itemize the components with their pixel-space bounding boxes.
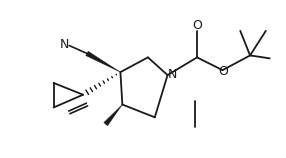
- Text: N: N: [60, 38, 69, 51]
- Polygon shape: [86, 51, 120, 72]
- Text: O: O: [219, 65, 229, 78]
- Text: O: O: [192, 19, 202, 32]
- Polygon shape: [104, 105, 122, 126]
- Text: N: N: [168, 68, 177, 81]
